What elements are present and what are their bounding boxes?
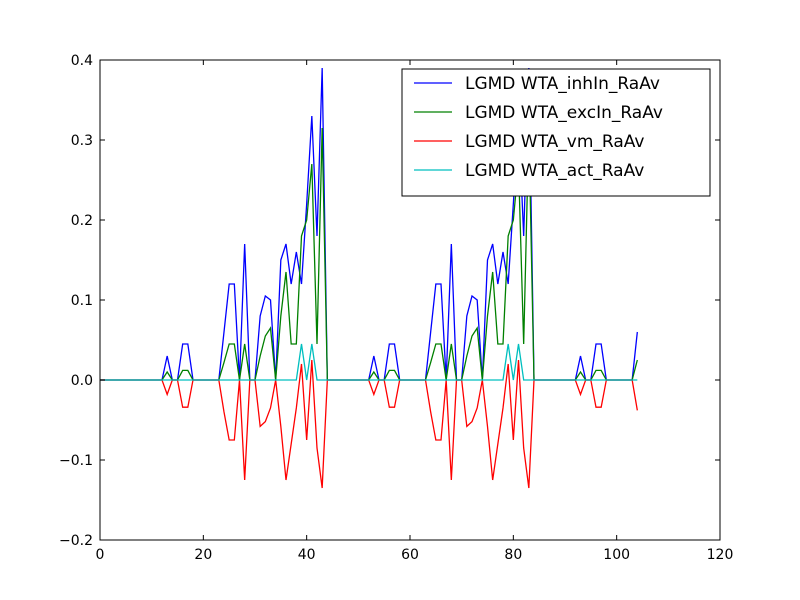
x-tick-label: 20 <box>194 547 212 563</box>
x-tick-label: 40 <box>298 547 316 563</box>
x-tick-label: 0 <box>96 547 105 563</box>
legend-label: LGMD WTA_inhIn_RaAv <box>465 74 660 94</box>
legend-label: LGMD WTA_act_RaAv <box>465 161 644 181</box>
y-tick-label: 0.2 <box>71 213 93 229</box>
legend-label: LGMD WTA_excIn_RaAv <box>465 103 663 123</box>
series-line-3 <box>100 359 638 489</box>
y-tick-label: −0.2 <box>59 533 93 549</box>
x-tick-label: 100 <box>603 547 630 563</box>
legend: LGMD WTA_inhIn_RaAv LGMD WTA_excIn_RaAv LG… <box>401 68 711 197</box>
x-tick-label: 120 <box>707 547 734 563</box>
legend-box <box>401 68 711 197</box>
ticks-layer: 0 20 40 60 80 100 120 −0.2 −0.1 0.0 0.1 0.2 0.3 0.4 <box>59 53 733 563</box>
y-tick-label: 0.3 <box>71 133 93 149</box>
y-tick-label: 0.1 <box>71 293 93 309</box>
y-tick-label: 0.0 <box>71 373 93 389</box>
y-tick-label: 0.4 <box>71 53 93 69</box>
legend-label: LGMD WTA_vm_RaAv <box>465 132 644 152</box>
y-tick-label: −0.1 <box>59 453 93 469</box>
x-tick-label: 80 <box>504 547 522 563</box>
x-tick-label: 60 <box>401 547 419 563</box>
series-line-2 <box>100 127 638 381</box>
series-line-4 <box>100 343 638 381</box>
